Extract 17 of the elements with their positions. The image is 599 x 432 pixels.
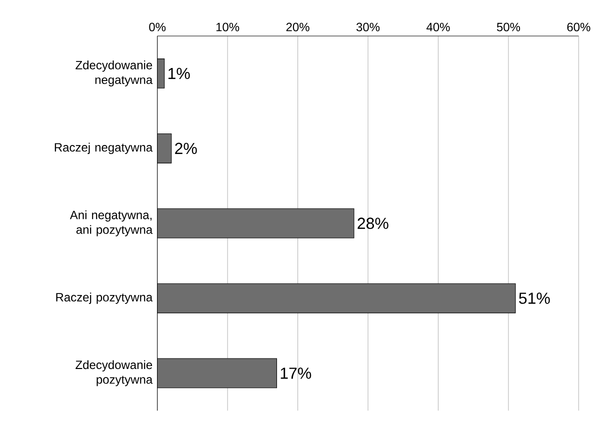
x-tick-label: 0% xyxy=(149,22,166,32)
data-label: 51% xyxy=(519,292,550,304)
y-tick-label: Raczej negatywna xyxy=(54,142,153,154)
y-tick-label: Zdecydowanie pozytywna xyxy=(76,360,153,386)
data-label: 28% xyxy=(358,218,388,229)
x-tick-label: 60% xyxy=(567,22,590,32)
y-tick-label: Raczej pozytywna xyxy=(56,292,153,304)
x-tick-label: 20% xyxy=(286,22,310,32)
data-label: 1% xyxy=(168,68,190,80)
x-tick-label: 30% xyxy=(356,22,380,32)
x-tick-label: 10% xyxy=(216,22,240,32)
y-tick-label: Ani negatywna, ani pozytywna xyxy=(70,210,153,236)
x-tick-label: 50% xyxy=(496,22,520,32)
x-tick-label: 40% xyxy=(426,22,450,32)
data-label: 2% xyxy=(175,142,197,154)
y-tick-label: Zdecydowanie negatywna xyxy=(76,60,153,86)
data-label: 17% xyxy=(280,368,312,379)
